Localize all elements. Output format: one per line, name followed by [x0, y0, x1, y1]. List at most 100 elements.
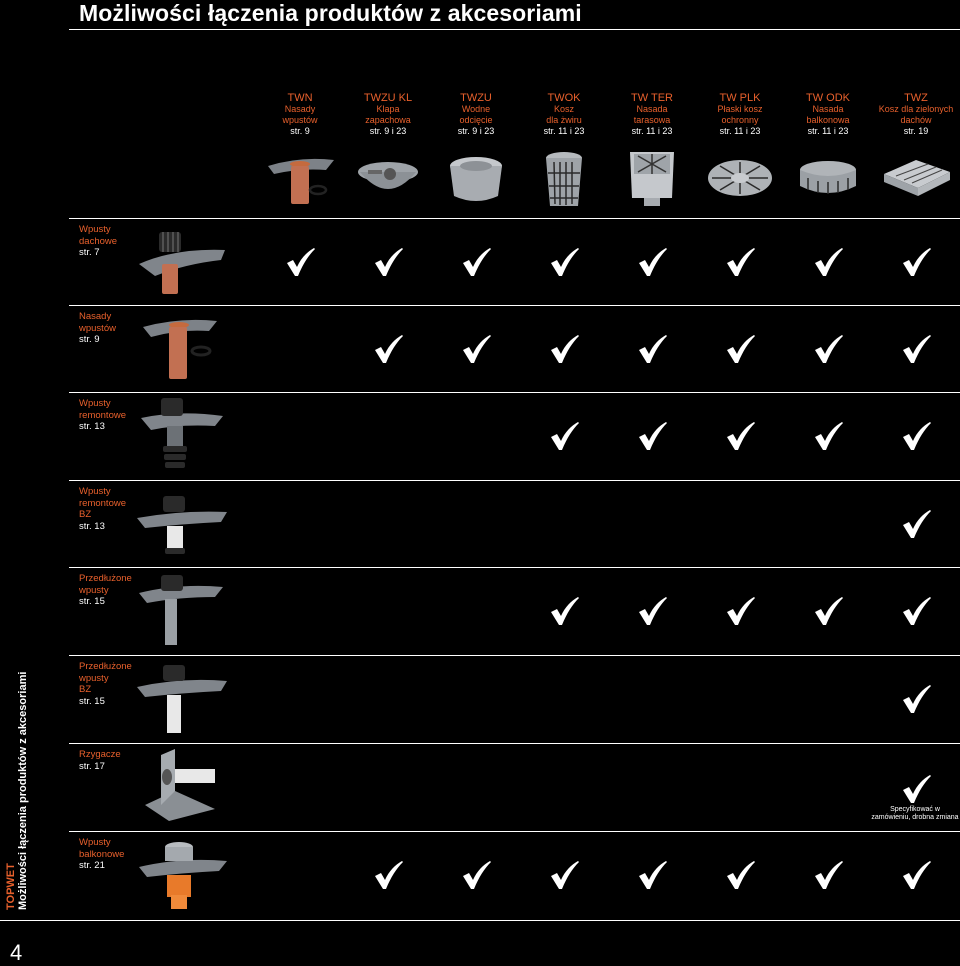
row-label-text: BZ [79, 684, 92, 695]
checkmark-icon [724, 246, 756, 278]
checkmark-icon [372, 333, 404, 365]
row-divider [69, 743, 960, 744]
checkmark-icon [724, 595, 756, 627]
row-page-ref: str. 13 [79, 520, 105, 532]
column-header-twzu: TWZU Wodne odcięcie str. 9 i 23 [426, 92, 526, 137]
row-product-image [135, 220, 230, 300]
row-label: Nasady wpustów str. 9 [79, 311, 149, 346]
column-page-ref: str. 9 i 23 [457, 126, 495, 136]
row-label-text: balkonowe [79, 848, 125, 860]
checkmark-icon [460, 333, 492, 365]
row-divider [69, 392, 960, 393]
column-page-ref: str. 11 i 23 [807, 126, 849, 136]
checkmark-icon [372, 859, 404, 891]
checkmark-icon [724, 859, 756, 891]
page-title: Możliwości łączenia produktów z akcesori… [79, 0, 582, 26]
checkmark-icon [724, 333, 756, 365]
row-divider [69, 218, 960, 219]
row-page-ref: str. 21 [79, 860, 105, 871]
checkmark-icon [460, 859, 492, 891]
row-label-text: Nasady [79, 311, 112, 322]
column-page-ref: str. 11 i 23 [631, 126, 673, 136]
row-label-text: Rzygacze [79, 749, 121, 760]
checkmark-icon [548, 595, 580, 627]
column-description: dla żwiru [546, 115, 582, 125]
balcony-extension-product-icon [788, 148, 868, 210]
column-code: TW PLK [719, 92, 761, 104]
row-divider [69, 305, 960, 306]
row-page-ref: str. 9 [79, 334, 100, 345]
column-code: TW TER [631, 92, 673, 104]
row-divider [69, 480, 960, 481]
specification-note: Specyfikować w zamówieniu, drobna zmiana [871, 806, 959, 821]
funnel-pipe-product-icon [260, 148, 340, 210]
row-label-text: Przedłużone [79, 573, 132, 584]
checkmark-icon [548, 246, 580, 278]
row-label-text: Wpusty [79, 837, 111, 848]
checkmark-icon [900, 595, 932, 627]
column-header-tw-ter: TW TER Nasada tarasowa str. 11 i 23 [602, 92, 702, 137]
checkmark-icon [724, 420, 756, 452]
row-label-text: Wpusty [79, 224, 111, 235]
column-description: Nasada [812, 104, 844, 114]
checkmark-icon [372, 246, 404, 278]
row-page-ref: str. 15 [79, 695, 105, 707]
checkmark-icon [900, 683, 932, 715]
row-page-ref: str. 13 [79, 421, 105, 432]
checkmark-icon [900, 246, 932, 278]
top-divider [69, 29, 960, 30]
terrace-extension-product-icon [612, 148, 692, 210]
checkmark-icon [900, 773, 932, 805]
row-label-text: wpusty [79, 672, 109, 684]
column-description: Płaski kosz [717, 104, 763, 114]
row-label: Wpusty remontowe str. 13 [79, 398, 149, 433]
column-description: Wodne [461, 104, 491, 114]
bottom-divider [0, 920, 960, 921]
row-label-text: Wpusty [79, 398, 111, 409]
row-page-ref: str. 15 [79, 596, 105, 607]
checkmark-icon [636, 859, 668, 891]
row-divider [69, 655, 960, 656]
checkmark-icon [636, 595, 668, 627]
checkmark-icon [284, 246, 316, 278]
checkmark-icon [548, 420, 580, 452]
checkmark-icon [812, 420, 844, 452]
column-page-ref: str. 9 [290, 126, 310, 136]
checkmark-icon [812, 859, 844, 891]
green-roof-basket-product-icon [876, 148, 956, 210]
column-description: tarasowa [633, 115, 671, 125]
column-page-ref: str. 9 i 23 [369, 126, 407, 136]
row-label-text: Wpusty [79, 486, 111, 497]
checkmark-icon [812, 246, 844, 278]
row-label: Wpusty remontowe BZ str. 13 [79, 486, 149, 532]
column-code: TWN [287, 92, 313, 104]
row-label: Przedłużone wpusty str. 15 [79, 573, 149, 608]
row-label-text: wpustów [79, 322, 116, 334]
column-description: dachów [900, 115, 932, 125]
row-page-ref: str. 7 [79, 247, 100, 258]
flap-valve-product-icon [348, 148, 428, 210]
row-product-image [135, 833, 230, 913]
column-description: Nasada [636, 104, 668, 114]
column-page-ref: str. 11 i 23 [719, 126, 761, 136]
column-page-ref: str. 11 i 23 [543, 126, 585, 136]
checkmark-icon [548, 859, 580, 891]
checkmark-icon [900, 420, 932, 452]
column-code: TWZ [904, 92, 928, 104]
column-page-ref: str. 19 [903, 126, 929, 136]
row-label-text: Przedłużone [79, 661, 132, 672]
checkmark-icon [812, 595, 844, 627]
column-description: wpustów [282, 115, 318, 125]
column-code: TWZU [460, 92, 492, 104]
water-seal-product-icon [436, 148, 516, 210]
row-product-image [135, 482, 230, 562]
checkmark-icon [636, 246, 668, 278]
side-brand: TOPWET [5, 863, 17, 910]
column-description: Kosz dla zielonych [878, 104, 954, 114]
row-product-image [135, 745, 230, 825]
row-label: Rzygacze str. 17 [79, 749, 149, 772]
row-label-text: remontowe [79, 497, 126, 509]
side-section-title: Możliwości łączenia produktów z akcesori… [17, 671, 29, 910]
column-code: TWZU KL [363, 92, 413, 104]
checkmark-icon [900, 859, 932, 891]
